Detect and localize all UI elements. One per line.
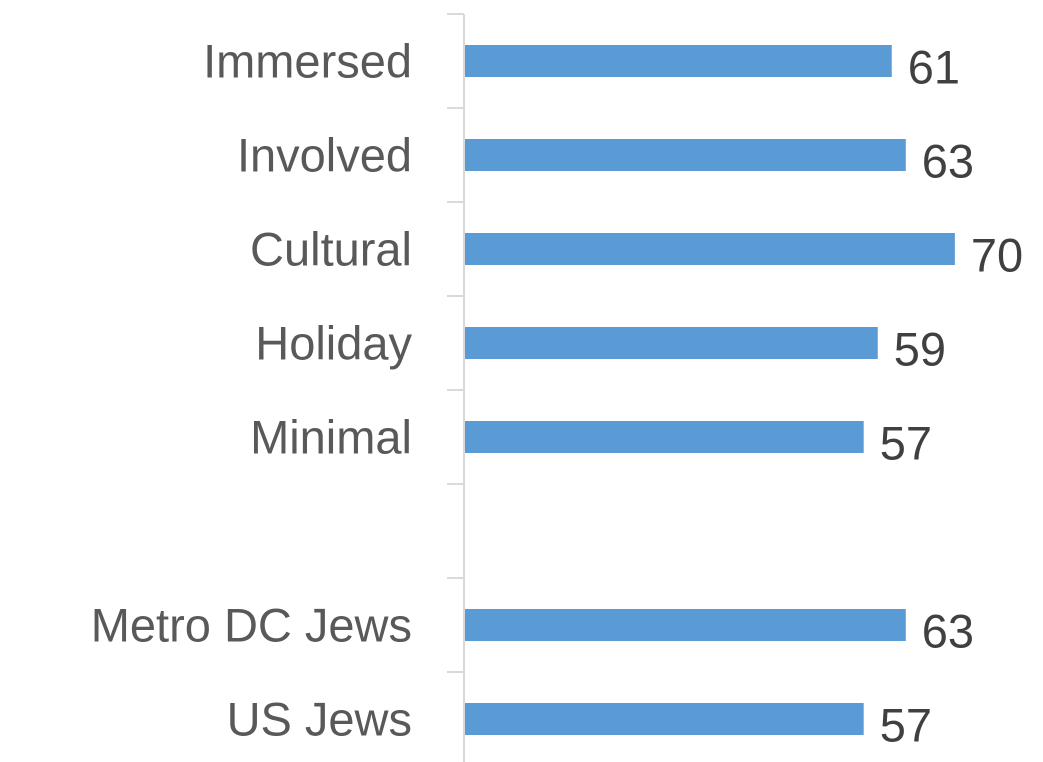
y-tick-label: Cultural	[250, 223, 412, 276]
y-tick-label: US Jews	[227, 693, 412, 746]
y-tick-label: Involved	[237, 129, 412, 182]
data-label: 70	[971, 229, 1023, 282]
y-tick-label: Minimal	[250, 411, 412, 464]
bar	[465, 139, 906, 171]
data-label: 57	[880, 417, 932, 470]
data-label: 63	[922, 605, 974, 658]
data-label: 59	[894, 323, 946, 376]
bar	[465, 327, 878, 359]
bar	[465, 233, 955, 265]
data-label: 57	[880, 699, 932, 752]
y-tick-label: Metro DC Jews	[91, 599, 412, 652]
bar	[465, 703, 864, 735]
bar	[465, 45, 892, 77]
bar	[465, 421, 864, 453]
data-label: 61	[908, 41, 960, 94]
data-label: 63	[922, 135, 974, 188]
bar	[465, 609, 906, 641]
y-tick-label: Holiday	[255, 317, 412, 370]
y-tick-label: Immersed	[203, 35, 412, 88]
